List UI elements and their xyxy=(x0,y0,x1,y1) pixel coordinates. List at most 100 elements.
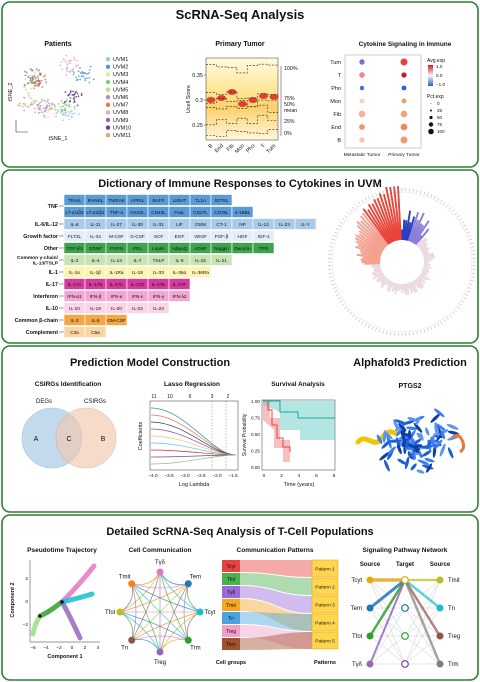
radial-bar xyxy=(419,242,429,250)
y-tick-label: 0.75 xyxy=(251,416,260,421)
x-tick-label: −4.0 xyxy=(148,473,158,479)
cell-dot xyxy=(72,68,75,71)
cytokine-name: IFN-β xyxy=(90,294,102,299)
flow xyxy=(240,586,312,613)
cell-dot xyxy=(37,107,40,110)
cell-dot xyxy=(69,60,72,63)
group-label: Tγδ xyxy=(227,590,236,596)
source-node xyxy=(436,660,444,668)
radial-bar xyxy=(396,283,400,292)
cell-dot xyxy=(71,112,74,115)
plot-area xyxy=(344,54,422,149)
x-tick-label: 4 xyxy=(298,473,301,479)
cytokine-name: IFN-γ xyxy=(153,294,165,299)
cytokine-name: LT-α2/β1 xyxy=(86,210,105,215)
radial-tick xyxy=(430,194,433,198)
radial-bar xyxy=(374,271,383,277)
set-label: CSIRGs xyxy=(84,399,106,405)
interaction-edge xyxy=(131,571,161,641)
radial-bar xyxy=(360,258,381,262)
cell-dot xyxy=(34,76,37,79)
radial-tick xyxy=(449,206,452,210)
cell-dot xyxy=(68,103,71,106)
cell-dot xyxy=(59,111,62,114)
cytokine-name: IFN-α1 xyxy=(67,294,82,299)
cell-dot xyxy=(27,94,30,97)
radial-bar xyxy=(416,277,425,287)
cell-dot xyxy=(27,92,30,95)
top-tick-label: 10 xyxy=(167,394,173,400)
cell-dot xyxy=(27,105,29,108)
cell-dot xyxy=(66,69,69,72)
cell-dot xyxy=(33,80,36,83)
cytokine-name: GDNF xyxy=(89,246,102,251)
radial-bar xyxy=(380,276,388,284)
dot xyxy=(401,85,407,91)
radial-tick xyxy=(446,317,449,320)
flow xyxy=(240,625,312,649)
x-tick-label: −1.5 xyxy=(228,473,238,479)
legend-title: Avg.exp xyxy=(427,58,445,64)
radial-tick xyxy=(364,197,367,201)
cytokine-cell xyxy=(231,206,254,218)
radial-tick xyxy=(364,323,367,327)
cell-dot xyxy=(42,104,45,107)
node-label: Tfol xyxy=(105,610,115,616)
legend-label: UVM10 xyxy=(113,125,131,131)
cell-dot xyxy=(22,102,25,105)
cell-dot xyxy=(70,115,73,118)
interaction-edge xyxy=(119,583,189,613)
radial-bar xyxy=(422,267,430,272)
dot xyxy=(359,98,365,104)
group-box xyxy=(222,560,240,572)
cell-dot xyxy=(46,100,48,103)
cytokine-cell xyxy=(252,242,275,254)
radial-tick xyxy=(423,329,426,333)
cytokine-name: PRL xyxy=(133,246,143,251)
family-label: Interferon xyxy=(33,294,58,300)
radial-bar xyxy=(414,279,423,290)
radial-bar xyxy=(367,209,391,245)
node-label: Trm xyxy=(190,645,200,651)
cell-node xyxy=(156,648,164,656)
cytokine-name: IL-23 xyxy=(279,222,290,227)
cell-dot xyxy=(44,74,47,77)
cell-dot xyxy=(73,56,76,59)
interaction-edge xyxy=(186,611,201,641)
ribbon xyxy=(355,429,401,445)
cell-dot xyxy=(40,101,43,103)
cell-dot xyxy=(47,98,49,101)
group-label: Treg xyxy=(226,629,236,635)
helix xyxy=(417,459,430,466)
radial-bar xyxy=(415,278,424,289)
group-box xyxy=(222,586,240,598)
cell-dot xyxy=(62,112,65,115)
cell-dot xyxy=(72,97,75,100)
cell-dot xyxy=(62,105,65,108)
radial-bar xyxy=(373,266,381,271)
dot xyxy=(359,137,365,143)
radial-bar xyxy=(421,246,431,253)
interaction-edge xyxy=(131,571,161,586)
density-blob xyxy=(259,93,268,99)
cell-dot xyxy=(37,79,39,82)
radial-bar xyxy=(406,283,411,289)
cell-dot xyxy=(82,75,85,78)
set-label: DEGs xyxy=(36,399,52,405)
source-node xyxy=(366,660,374,668)
radial-bar xyxy=(358,233,385,251)
size-swatch xyxy=(430,103,432,104)
cytokine-name: CD40L xyxy=(151,210,166,215)
target-node xyxy=(401,576,409,584)
cytokine-name: IL-30 xyxy=(132,222,143,227)
color-bar xyxy=(428,65,433,86)
flow xyxy=(240,573,312,595)
flow xyxy=(240,612,312,631)
radial-bar xyxy=(358,230,385,250)
radial-tick xyxy=(434,195,436,199)
cytokine-name: RANKL xyxy=(88,198,104,203)
radial-bar xyxy=(397,186,402,241)
cell-dot xyxy=(67,104,70,107)
cell-dot xyxy=(23,84,26,87)
radial-bar xyxy=(405,222,412,241)
